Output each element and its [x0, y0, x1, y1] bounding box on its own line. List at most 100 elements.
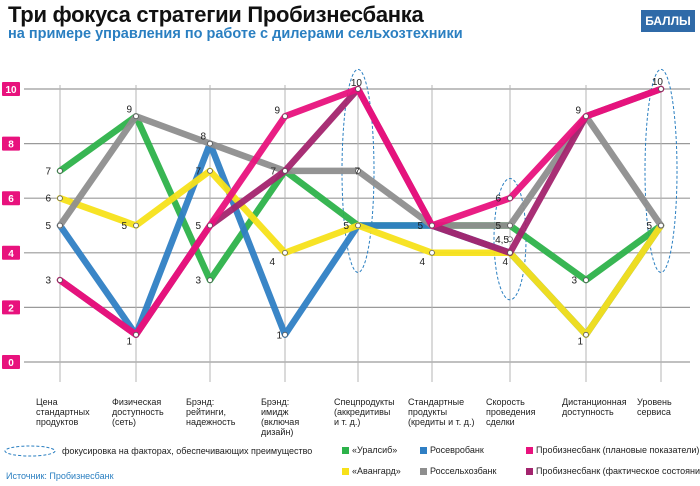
legend-swatch — [526, 468, 533, 475]
point-marker — [583, 113, 589, 120]
x-tick-label: Стандартные продукты (кредиты и т. д.) — [408, 397, 475, 427]
data-label: 10 — [351, 78, 363, 89]
y-tick-label: 6 — [8, 194, 14, 205]
data-label: 5 — [495, 221, 501, 232]
data-label: 7 — [45, 166, 51, 177]
point-marker — [207, 168, 213, 174]
legend-swatch — [342, 468, 349, 475]
point-marker — [507, 222, 513, 229]
data-label: 3 — [45, 276, 51, 287]
point-marker — [133, 222, 139, 229]
point-marker — [57, 277, 63, 283]
data-label: 6 — [45, 194, 51, 205]
x-tick-label: Цена стандартных продуктов — [36, 397, 90, 427]
x-tick-label: Дистанционная доступность — [562, 397, 627, 417]
point-marker — [355, 168, 361, 174]
data-label: 5 — [646, 221, 652, 232]
data-label: 4,5 — [495, 235, 509, 246]
chart-title: Три фокуса стратегии Пробизнесбанка — [8, 2, 424, 27]
data-label: 3 — [571, 276, 577, 287]
legend-swatch — [342, 447, 349, 454]
focus-legend-text: фокусировка на факторах, обеспечивающих … — [62, 446, 312, 456]
x-axis-labels: Цена стандартных продуктов Физическая доступ… — [36, 397, 672, 437]
data-label: 6 — [495, 194, 501, 205]
data-label: 7 — [195, 166, 201, 177]
point-marker — [507, 250, 513, 256]
point-marker — [133, 331, 139, 338]
data-label: 8 — [200, 132, 206, 143]
data-label: 3 — [195, 276, 201, 287]
x-tick-label: Уровень сервиса — [637, 397, 672, 417]
point-marker — [583, 277, 589, 283]
data-label: 7 — [354, 166, 360, 177]
point-marker — [207, 222, 213, 229]
data-label: 5 — [45, 221, 51, 232]
legend-label: «Уралсиб» — [352, 445, 397, 455]
point-marker — [583, 331, 589, 338]
point-marker — [133, 113, 139, 120]
x-tick-label: Брэнд: имидж (включая дизайн) — [261, 397, 299, 437]
data-label: 5 — [417, 221, 423, 232]
point-marker — [658, 86, 664, 92]
point-marker — [207, 277, 213, 283]
x-tick-label: Скорость проведения сделки — [486, 397, 536, 427]
point-marker — [355, 86, 361, 92]
data-label: 9 — [575, 105, 581, 116]
y-tick-box — [2, 82, 20, 96]
y-tick-box — [2, 136, 20, 151]
y-tick-box — [2, 300, 20, 315]
data-label: 4 — [419, 257, 425, 268]
point-marker — [282, 250, 288, 256]
point-marker — [507, 236, 513, 242]
point-marker — [282, 168, 288, 174]
point-marker — [658, 222, 664, 229]
data-label: 4 — [269, 257, 275, 268]
focus-oval — [341, 68, 375, 273]
point-marker — [207, 140, 213, 147]
units-badge: БАЛЛЫ — [641, 10, 695, 32]
data-label: 7 — [270, 166, 276, 177]
legend-label: Пробизнесбанк (плановые показатели) — [536, 445, 699, 455]
legend-swatch — [420, 447, 427, 454]
series-layer — [56, 85, 665, 338]
point-marker — [282, 113, 288, 120]
data-label: 5 — [195, 221, 201, 232]
point-marker — [355, 222, 361, 229]
point-marker — [282, 331, 288, 338]
y-axis: 0 2 4 6 8 10 — [2, 82, 20, 369]
legend-swatch — [420, 468, 427, 475]
data-label: 5 — [121, 221, 127, 232]
y-tick-box — [2, 355, 20, 369]
y-tick-label: 8 — [8, 140, 14, 151]
data-label: 10 — [652, 77, 664, 88]
data-label: 9 — [126, 104, 132, 115]
x-tick-label: Физическая доступность (сеть) — [112, 397, 164, 427]
point-markers — [57, 86, 664, 338]
x-tick-label: Спецпродукты (аккредитивы и т. д.) — [334, 397, 395, 427]
source-note: Источник: Пробизнесбанк — [6, 471, 114, 481]
data-label: 5 — [343, 221, 349, 232]
legend: фокусировка на факторах, обеспечивающих … — [4, 445, 700, 476]
point-marker — [57, 168, 63, 174]
y-tick-label: 2 — [8, 303, 14, 314]
legend-label: Росевробанк — [430, 445, 484, 455]
point-labels: 7 6 5 3 9 5 1 8 7 5 3 9 7 4 1 10 7 5 5 4 6 5 4,5 4 9 3 1 10 5 — [45, 77, 663, 348]
focus-oval — [644, 68, 678, 273]
data-label: 1 — [276, 331, 282, 342]
legend-label: «Авангард» — [352, 466, 401, 476]
y-tick-label: 4 — [8, 249, 14, 260]
data-label: 9 — [274, 105, 280, 116]
point-marker — [57, 195, 63, 202]
y-tick-label: 0 — [8, 358, 14, 369]
legend-swatch — [526, 447, 533, 454]
y-tick-box — [2, 245, 20, 260]
data-label: 1 — [577, 337, 583, 348]
chart-subtitle: на примере управления по работе с дилера… — [8, 26, 463, 42]
point-marker — [507, 195, 513, 202]
legend-label: Пробизнесбанк (фактическое состояние) — [536, 466, 700, 476]
point-marker — [429, 222, 435, 229]
focus-legend-oval — [4, 445, 56, 457]
y-tick-label: 10 — [5, 85, 17, 96]
data-label: 4 — [502, 257, 508, 268]
